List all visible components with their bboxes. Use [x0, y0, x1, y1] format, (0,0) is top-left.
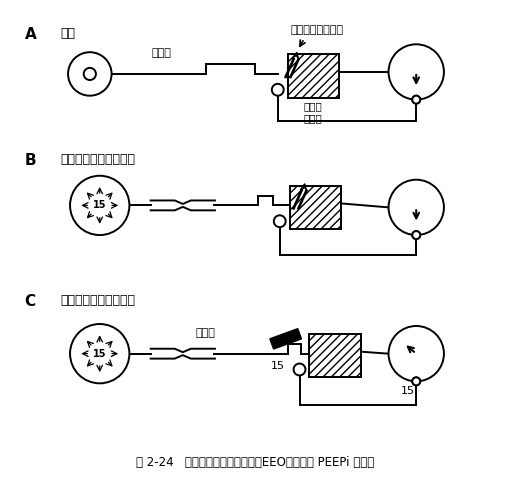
Text: 15: 15 — [93, 348, 106, 359]
Text: 图 2-24   阐述以呼气末气道闭合（EEO）法测定 PEEPi 示意图: 图 2-24 阐述以呼气末气道闭合（EEO）法测定 PEEPi 示意图 — [136, 456, 374, 469]
Bar — [309, 334, 361, 377]
Circle shape — [274, 216, 286, 227]
Text: 呼气孔开放到大气: 呼气孔开放到大气 — [291, 24, 344, 35]
Text: 15: 15 — [93, 201, 106, 210]
Circle shape — [294, 363, 306, 375]
Bar — [288, 54, 339, 97]
Circle shape — [412, 377, 420, 385]
Circle shape — [388, 44, 444, 100]
Circle shape — [412, 96, 420, 104]
Circle shape — [70, 324, 129, 384]
Text: A: A — [25, 27, 36, 43]
Circle shape — [412, 96, 420, 104]
Text: 15: 15 — [401, 386, 415, 396]
Text: 严重阻塞，呼气孔开放: 严重阻塞，呼气孔开放 — [60, 153, 135, 166]
Text: B: B — [25, 153, 36, 168]
Circle shape — [70, 176, 129, 235]
Circle shape — [388, 326, 444, 381]
Circle shape — [388, 180, 444, 235]
Circle shape — [272, 84, 284, 96]
Text: 正常: 正常 — [60, 27, 75, 40]
Bar — [290, 186, 341, 229]
Text: 15: 15 — [271, 360, 285, 371]
Text: 严重阻塞，呼气孔闭合: 严重阻塞，呼气孔闭合 — [60, 294, 135, 307]
Circle shape — [68, 52, 111, 96]
Text: C: C — [25, 294, 36, 310]
Circle shape — [84, 68, 96, 80]
Text: 无气流: 无气流 — [151, 48, 171, 58]
Circle shape — [412, 231, 420, 239]
Circle shape — [412, 377, 420, 385]
Text: 无气流: 无气流 — [196, 328, 216, 338]
Circle shape — [412, 231, 420, 239]
Text: 通气机
压力计: 通气机 压力计 — [304, 102, 323, 123]
Polygon shape — [270, 329, 301, 349]
